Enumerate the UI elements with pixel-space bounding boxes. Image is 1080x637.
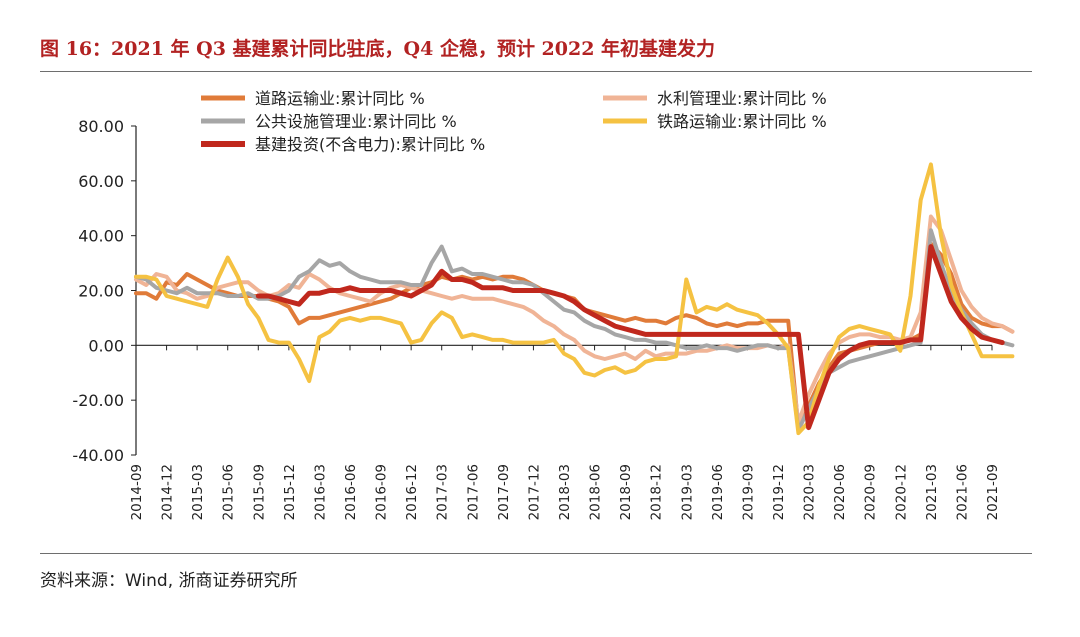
y-axis: 80.00 60.00 40.00 20.00 0.00 -20.00 -40.00 <box>72 117 137 465</box>
legend-label-public: 公共设施管理业:累计同比 % <box>255 112 457 131</box>
x-tick-label: 2016-06 <box>343 464 359 520</box>
x-tick-label: 2016-12 <box>404 464 420 520</box>
y-tick-label: -40.00 <box>72 446 124 465</box>
x-tick-label: 2015-03 <box>190 464 206 520</box>
legend-label-infra: 基建投资(不含电力):累计同比 % <box>255 135 485 154</box>
x-tick-label: 2017-12 <box>526 464 542 520</box>
y-tick-label: 80.00 <box>78 117 124 136</box>
x-tick-label: 2021-06 <box>954 464 970 520</box>
x-tick-label: 2015-09 <box>251 464 267 520</box>
source-note: 资料来源：Wind, 浙商证券研究所 <box>40 571 298 591</box>
x-tick-label: 2018-12 <box>649 464 665 520</box>
y-tick-label: 40.00 <box>78 227 124 246</box>
series-line-2 <box>134 228 1015 433</box>
x-tick-label: 2014-09 <box>129 464 145 520</box>
chart-title: 图 16：2021 年 Q3 基建累计同比驻底，Q4 企稳，预计 2022 年初… <box>40 38 716 60</box>
legend: 道路运输业:累计同比 % 水利管理业:累计同比 % 公共设施管理业:累计同比 %… <box>201 89 827 154</box>
legend-label-water: 水利管理业:累计同比 % <box>657 89 827 108</box>
title-divider <box>40 71 1032 72</box>
x-tick-label: 2019-06 <box>710 464 726 520</box>
legend-label-rail: 铁路运输业:累计同比 % <box>657 112 827 131</box>
series-line-4 <box>255 244 1005 431</box>
x-tick-label: 2021-09 <box>985 464 1001 520</box>
x-tick-label: 2018-03 <box>557 464 573 520</box>
x-tick-label: 2019-09 <box>740 464 756 520</box>
y-tick-label: 0.00 <box>88 336 124 355</box>
x-tick-label: 2017-03 <box>435 464 451 520</box>
x-tick-label: 2020-12 <box>893 464 909 520</box>
series-line-1 <box>134 214 1015 425</box>
x-tick-label: 2017-06 <box>465 464 481 520</box>
series-lines <box>134 162 1015 436</box>
source-divider <box>40 553 1032 554</box>
x-tick-label: 2020-09 <box>863 464 879 520</box>
x-axis: 2014-09 2014-12 2015-03 2015-06 2015-09 2015-… <box>129 344 1001 520</box>
x-tick-label: 2020-03 <box>802 464 818 520</box>
x-tick-label: 2019-03 <box>679 464 695 520</box>
y-tick-label: 60.00 <box>78 172 124 191</box>
x-tick-label: 2016-09 <box>374 464 390 520</box>
legend-label-road: 道路运输业:累计同比 % <box>255 89 425 108</box>
x-tick-label: 2018-06 <box>588 464 604 520</box>
x-tick-label: 2019-12 <box>771 464 787 520</box>
x-tick-label: 2014-12 <box>160 464 176 520</box>
y-tick-label: -20.00 <box>72 391 124 410</box>
x-tick-label: 2015-06 <box>221 464 237 520</box>
x-tick-label: 2017-09 <box>496 464 512 520</box>
x-tick-label: 2020-06 <box>832 464 848 520</box>
x-tick-label: 2021-03 <box>924 464 940 520</box>
y-tick-label: 20.00 <box>78 282 124 301</box>
x-tick-label: 2016-03 <box>312 464 328 520</box>
series-line-3 <box>134 162 1015 436</box>
x-tick-label: 2018-09 <box>618 464 634 520</box>
x-tick-label: 2015-12 <box>282 464 298 520</box>
